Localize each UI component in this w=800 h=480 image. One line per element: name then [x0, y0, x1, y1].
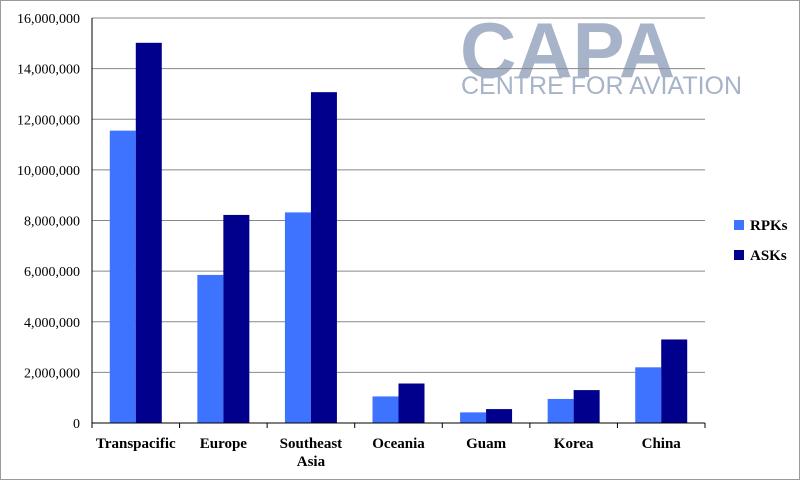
y-axis-tick-labels: 0 2,000,000 4,000,000 6,000,000 8,000,000 10,…: [17, 12, 80, 432]
x-category-label: Europe: [200, 436, 248, 452]
x-category-label: Korea: [554, 436, 594, 452]
bar-asks: [223, 214, 250, 423]
bar-asks: [135, 42, 162, 424]
bar-rpks: [460, 412, 487, 423]
y-tick-label: 8,000,000: [24, 215, 80, 230]
bar-rpks: [197, 274, 224, 423]
y-tick-label: 4,000,000: [24, 316, 80, 331]
bars: [109, 42, 688, 424]
x-category-label: Oceania: [372, 436, 425, 452]
legend-swatch-rpks: [734, 220, 744, 230]
legend: RPKs ASKs: [734, 218, 788, 264]
y-tick-label: 6,000,000: [24, 265, 80, 280]
grid-lines: [92, 17, 705, 373]
bar-asks: [573, 390, 600, 423]
y-tick-label: 2,000,000: [24, 366, 80, 381]
x-axis-category-labels: Transpacific Europe Southeast Asia Oceania Gu…: [96, 436, 681, 470]
legend-label-asks: ASKs: [750, 248, 787, 264]
bar-asks: [310, 92, 337, 424]
bar-rpks: [635, 367, 662, 423]
legend-label-rpks: RPKs: [750, 218, 788, 234]
bar-asks: [661, 339, 688, 423]
y-tick-label: 12,000,000: [17, 113, 80, 128]
y-tick-label: 10,000,000: [17, 164, 80, 179]
bar-rpks: [284, 212, 311, 423]
logo-sub-text: CENTRE FOR AVIATION: [461, 72, 742, 100]
x-category-label: China: [642, 436, 682, 452]
axes: [91, 18, 706, 428]
bar-rpks: [372, 396, 399, 423]
bar-asks: [398, 383, 425, 423]
bar-asks: [486, 409, 513, 423]
logo-main-text: CAPA: [460, 6, 675, 94]
x-category-label: Southeast Asia: [280, 436, 343, 470]
bar-rpks: [547, 398, 574, 423]
y-tick-label: 0: [73, 417, 80, 432]
y-tick-label: 14,000,000: [17, 63, 80, 78]
legend-swatch-asks: [734, 250, 744, 260]
capa-logo: CAPA CENTRE FOR AVIATION: [460, 6, 742, 100]
x-category-label: Guam: [466, 436, 507, 452]
y-tick-label: 16,000,000: [17, 12, 80, 27]
x-category-label: Transpacific: [96, 436, 176, 452]
bar-rpks: [109, 130, 136, 423]
